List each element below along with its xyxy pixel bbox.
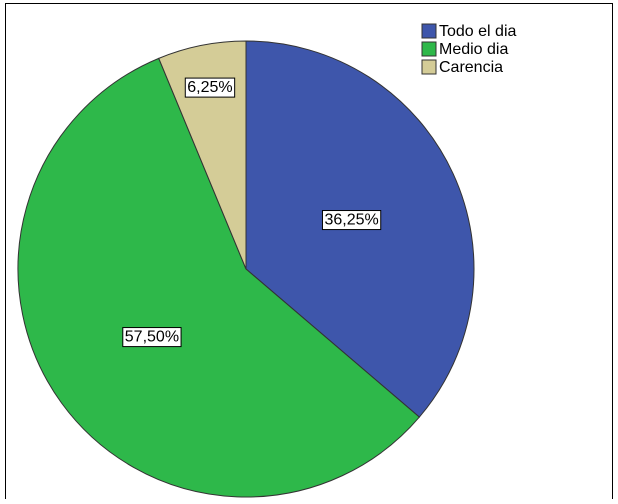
- data-label: 57,50%: [125, 329, 179, 346]
- pie-slice: [17, 57, 421, 498]
- data-label: 36,25%: [324, 212, 378, 229]
- legend-label: Carencia: [439, 59, 503, 76]
- data-label-box: [184, 77, 236, 98]
- data-label-box: [122, 327, 182, 348]
- legend-label: Todo el dia: [439, 23, 516, 40]
- data-label: 6,25%: [187, 79, 232, 96]
- pie-slice: [158, 40, 247, 270]
- legend-swatch: [421, 23, 437, 39]
- legend-swatch: [421, 59, 437, 75]
- data-label-box: [321, 210, 382, 231]
- legend-label: Medio dia: [439, 41, 508, 58]
- legend-swatch: [421, 41, 437, 57]
